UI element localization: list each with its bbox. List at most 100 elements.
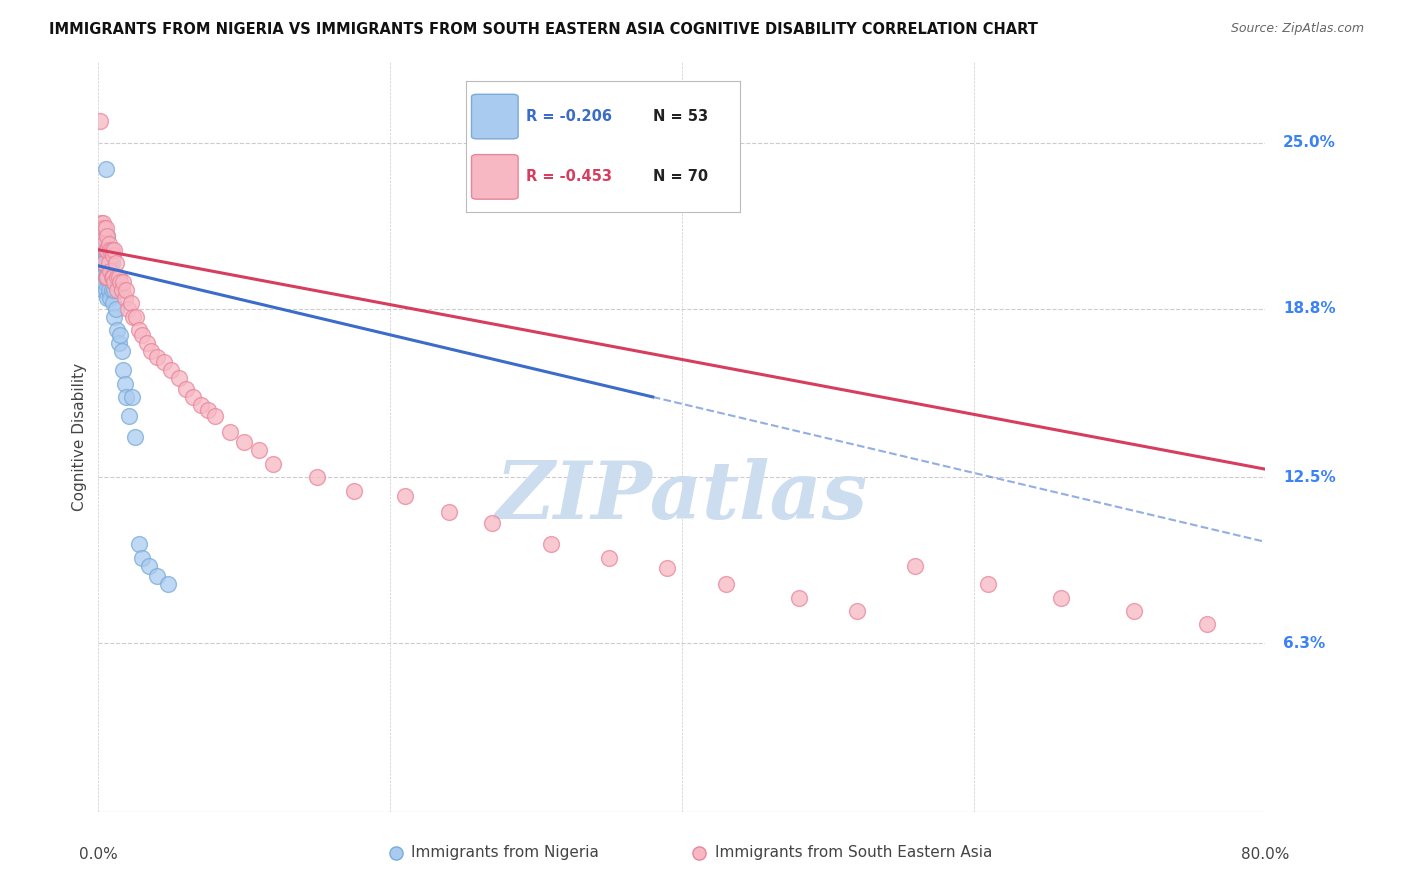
Point (90, 229, 112, 244)
Point (98, 248, 121, 262)
Point (91, 216, 114, 230)
Point (307, 470, 329, 484)
Text: Immigrants from Nigeria: Immigrants from Nigeria (411, 846, 599, 861)
Text: 25.0%: 25.0% (1282, 136, 1336, 150)
Point (90, 221, 112, 235)
Point (96, 229, 118, 244)
Text: 0.0%: 0.0% (79, 847, 118, 862)
Point (100, 283, 122, 297)
Point (146, 569, 169, 583)
Point (101, 248, 124, 262)
Point (93, 256, 115, 270)
Point (91, 243, 114, 257)
Point (97, 283, 120, 297)
Point (93, 221, 115, 235)
Point (103, 283, 125, 297)
Point (98, 269, 121, 284)
Point (93, 275, 115, 289)
Point (91, 283, 114, 297)
Point (96, 243, 118, 257)
Point (108, 336, 131, 351)
Point (114, 376, 136, 391)
Point (139, 344, 162, 359)
Point (94, 269, 117, 284)
Point (90, 256, 112, 270)
Point (131, 328, 153, 343)
Point (110, 275, 132, 289)
Point (190, 398, 212, 412)
Point (103, 243, 125, 257)
Point (787, 591, 810, 605)
Point (114, 291, 136, 305)
Point (977, 577, 1000, 591)
Point (118, 409, 141, 423)
Point (101, 269, 124, 284)
Text: Immigrants from South Eastern Asia: Immigrants from South Eastern Asia (714, 846, 993, 861)
Point (124, 430, 146, 444)
Point (105, 323, 128, 337)
Point (101, 269, 124, 284)
Point (97, 237, 120, 252)
Point (904, 558, 927, 573)
Point (218, 425, 240, 439)
Point (262, 457, 284, 471)
Point (93, 243, 115, 257)
Text: 12.5%: 12.5% (1282, 470, 1336, 484)
Point (1050, 591, 1073, 605)
Point (93, 229, 115, 244)
Point (167, 371, 190, 385)
Point (111, 344, 134, 359)
Point (146, 350, 169, 364)
Point (90, 216, 112, 230)
Point (96, 229, 118, 244)
Text: ZIPatlas: ZIPatlas (496, 458, 868, 536)
Point (197, 403, 219, 417)
Point (714, 577, 737, 591)
Point (111, 283, 134, 297)
Point (128, 323, 150, 337)
Point (96, 256, 118, 270)
Y-axis label: Cognitive Disability: Cognitive Disability (72, 363, 87, 511)
Point (131, 550, 153, 565)
Point (160, 363, 183, 377)
Text: 80.0%: 80.0% (1241, 847, 1289, 862)
Point (97, 269, 120, 284)
Point (94, 221, 117, 235)
Point (89, 269, 111, 284)
Point (91, 256, 114, 270)
Point (233, 435, 256, 450)
Point (1123, 604, 1146, 618)
Point (153, 355, 176, 369)
Point (96, 291, 118, 305)
Point (108, 269, 131, 284)
Point (138, 558, 160, 573)
Text: 6.3%: 6.3% (1282, 636, 1324, 650)
Point (122, 310, 145, 324)
Point (125, 310, 148, 324)
Point (437, 505, 460, 519)
Point (105, 269, 128, 284)
Point (94, 162, 117, 177)
Point (98, 291, 121, 305)
Point (174, 382, 197, 396)
Point (94, 229, 117, 244)
Point (247, 443, 270, 458)
Point (94, 269, 117, 284)
Point (204, 409, 226, 423)
Point (90, 269, 112, 284)
Text: IMMIGRANTS FROM NIGERIA VS IMMIGRANTS FROM SOUTH EASTERN ASIA COGNITIVE DISABILI: IMMIGRANTS FROM NIGERIA VS IMMIGRANTS FR… (49, 22, 1038, 37)
Point (112, 275, 135, 289)
Point (481, 516, 503, 530)
Point (128, 537, 150, 551)
Point (98, 243, 121, 257)
Point (98, 264, 121, 278)
Point (103, 275, 125, 289)
Point (89, 243, 111, 257)
Point (101, 296, 124, 310)
Point (96, 269, 118, 284)
Point (91, 229, 114, 244)
Point (96, 269, 118, 284)
Point (343, 483, 366, 498)
Point (657, 561, 679, 575)
Point (104, 256, 127, 270)
